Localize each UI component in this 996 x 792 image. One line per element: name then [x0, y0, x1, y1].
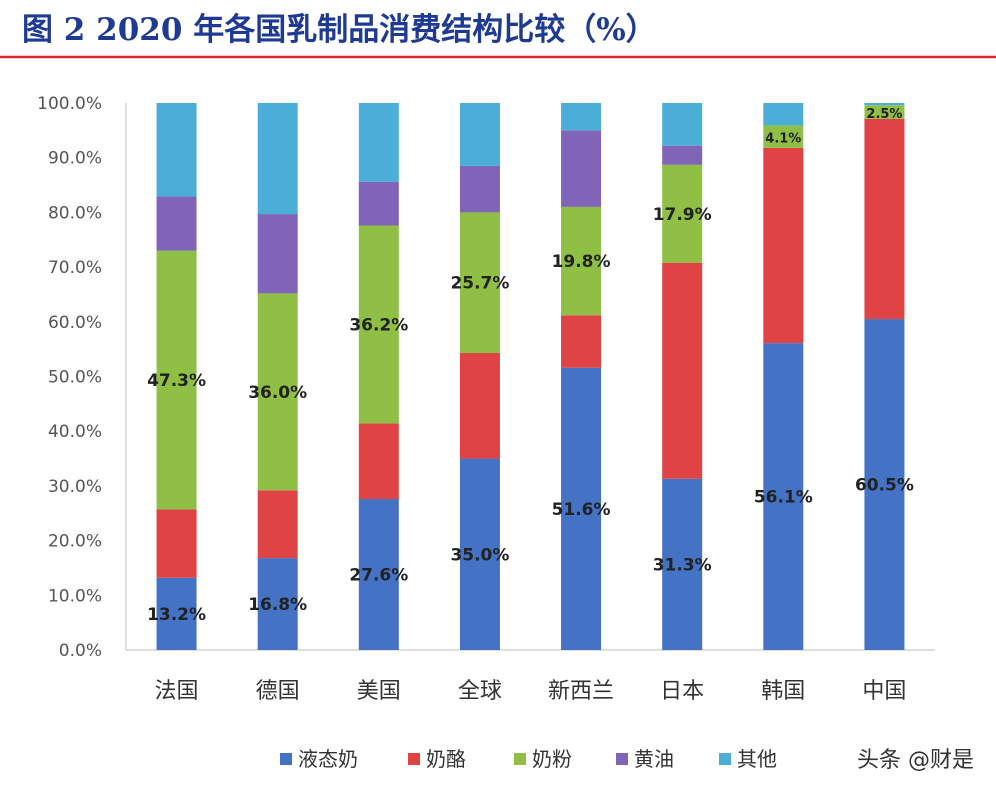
- data-label: 25.7%: [450, 274, 509, 294]
- legend-label: 液态奶: [298, 747, 358, 771]
- data-label: 17.9%: [653, 205, 712, 225]
- x-tick-label: 法国: [155, 679, 199, 704]
- bar-segment: [358, 225, 399, 424]
- legend-label: 奶粉: [532, 747, 572, 771]
- bar-segment: [156, 509, 197, 578]
- bar-segment: [763, 103, 804, 126]
- bar-segment: [662, 145, 703, 165]
- data-label: 2.5%: [866, 107, 902, 122]
- bar-segment: [662, 103, 703, 146]
- data-label: 16.8%: [248, 595, 307, 615]
- x-tick-label: 德国: [256, 679, 300, 704]
- x-tick-label: 韩国: [761, 679, 805, 704]
- y-tick-label: 70.0%: [48, 258, 102, 278]
- bar-segment: [257, 490, 298, 559]
- bar-segment: [763, 125, 804, 148]
- data-label: 35.0%: [450, 545, 509, 565]
- data-label: 47.3%: [147, 371, 206, 391]
- bar-segment: [156, 103, 197, 197]
- data-label: 19.8%: [552, 252, 611, 272]
- data-label: 36.0%: [248, 383, 307, 403]
- bar-segment: [257, 103, 298, 215]
- data-label: 27.6%: [349, 566, 408, 586]
- bar-segment: [662, 164, 703, 263]
- bar-segment: [561, 367, 602, 650]
- y-tick-label: 90.0%: [48, 149, 102, 169]
- bar-segment: [358, 103, 399, 182]
- x-axis: 法国 德国 美国 全球 新西兰 日本 韩国 中国: [126, 649, 935, 704]
- bar-segment: [763, 147, 804, 344]
- legend-swatch: [514, 753, 526, 765]
- x-tick-label: 新西兰: [548, 679, 614, 704]
- legend: 液态奶 奶酪 奶粉 黄油 其他: [280, 747, 777, 771]
- y-tick-label: 60.0%: [48, 313, 102, 333]
- data-label: 60.5%: [855, 476, 914, 496]
- bar-segment: [459, 458, 500, 650]
- bar-segment: [358, 499, 399, 650]
- y-tick-label: 0.0%: [59, 641, 102, 661]
- legend-label: 其他: [737, 747, 777, 771]
- y-tick-label: 50.0%: [48, 368, 102, 388]
- bar-segment: [358, 423, 399, 500]
- y-tick-label: 80.0%: [48, 203, 102, 223]
- bar-segment: [561, 315, 602, 368]
- bar-segment: [459, 165, 500, 213]
- bar-segment: [257, 293, 298, 491]
- bar-segment: [257, 214, 298, 294]
- data-label: 51.6%: [552, 500, 611, 520]
- bar-segment: [156, 250, 197, 510]
- x-tick-label: 美国: [357, 679, 401, 704]
- legend-label: 黄油: [634, 747, 674, 771]
- legend-swatch: [719, 753, 731, 765]
- bar-segment: [662, 478, 703, 650]
- bar-segment: [561, 130, 602, 207]
- y-tick-label: 100.0%: [37, 94, 102, 114]
- legend-swatch: [408, 753, 420, 765]
- bar-segment: [459, 352, 500, 459]
- bar-segment: [459, 212, 500, 353]
- data-label: 36.2%: [349, 316, 408, 336]
- legend-swatch: [616, 753, 628, 765]
- bar-segment: [561, 206, 602, 316]
- bar-segment: [864, 103, 905, 106]
- data-label: 31.3%: [653, 555, 712, 575]
- bar-segment: [358, 181, 399, 226]
- y-tick-label: 20.0%: [48, 532, 102, 552]
- bar-segment: [864, 118, 905, 320]
- bar-segment: [864, 319, 905, 650]
- data-labels: 13.2% 47.3% 16.8% 36.0% 27.6% 36.2% 35.0% 25.7%…: [147, 107, 914, 625]
- bar-segment: [561, 103, 602, 131]
- bar-segment: [864, 105, 905, 119]
- y-tick-label: 30.0%: [48, 477, 102, 497]
- bar-segment: [156, 196, 197, 251]
- watermark: 头条 @财是: [857, 748, 974, 773]
- bar-segment: [257, 558, 298, 650]
- legend-label: 奶酪: [426, 747, 466, 771]
- bar-segment: [459, 103, 500, 166]
- legend-swatch: [280, 753, 292, 765]
- y-tick-label: 40.0%: [48, 422, 102, 442]
- page-title: 图 2 2020 年各国乳制品消费结构比较（%）: [22, 12, 657, 48]
- bar-segment: [156, 577, 197, 650]
- data-label: 56.1%: [754, 488, 813, 508]
- x-tick-label: 中国: [862, 679, 906, 704]
- data-label: 4.1%: [765, 132, 801, 147]
- x-tick-label: 全球: [458, 679, 502, 704]
- y-tick-label: 10.0%: [48, 586, 102, 606]
- bars: [156, 103, 905, 650]
- bar-segment: [662, 262, 703, 479]
- data-label: 13.2%: [147, 605, 206, 625]
- bar-segment: [763, 343, 804, 650]
- x-tick-label: 日本: [660, 679, 704, 704]
- y-axis: 0.0% 10.0% 20.0% 30.0% 40.0% 50.0% 60.0% 70.0% 8…: [37, 94, 127, 661]
